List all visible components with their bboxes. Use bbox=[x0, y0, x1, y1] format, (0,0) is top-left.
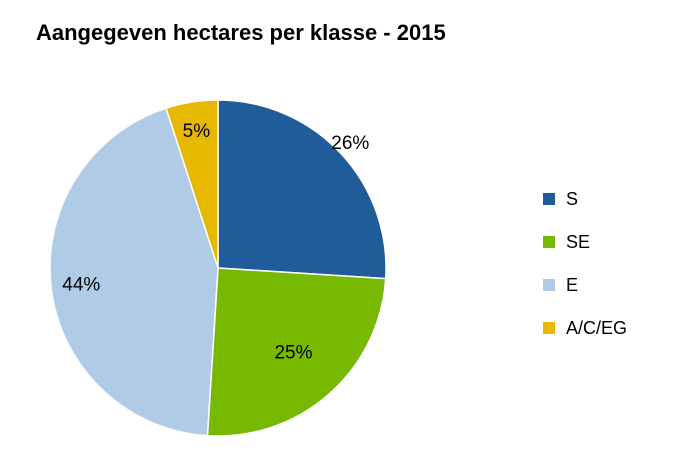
legend-label-a-c-eg: A/C/EG bbox=[566, 318, 627, 338]
legend-label-se: SE bbox=[566, 232, 590, 252]
data-label-se: 25% bbox=[274, 343, 312, 364]
chart-title: Aangegeven hectares per klasse - 2015 bbox=[36, 20, 446, 45]
legend-swatch-se bbox=[543, 236, 555, 248]
pie-slice-a-c-eg bbox=[165, 99, 219, 269]
legend-swatch-e bbox=[543, 279, 555, 291]
legend-label-e: E bbox=[566, 275, 578, 295]
legend-swatch-a-c-eg bbox=[543, 322, 555, 334]
data-label-a-c-eg: 5% bbox=[183, 121, 211, 142]
legend: S SE E A/C/EG bbox=[543, 189, 627, 338]
legend-swatch-s bbox=[543, 193, 555, 205]
pie-slices bbox=[49, 99, 387, 437]
data-label-s: 26% bbox=[331, 133, 369, 154]
pie-slice-s bbox=[217, 99, 387, 280]
pie-data-labels: 26% 25% 44% 5% bbox=[62, 121, 369, 364]
pie-slice-e bbox=[49, 107, 219, 437]
data-label-e: 44% bbox=[62, 274, 100, 295]
legend-label-s: S bbox=[566, 189, 578, 209]
pie-slice-se bbox=[206, 267, 387, 437]
